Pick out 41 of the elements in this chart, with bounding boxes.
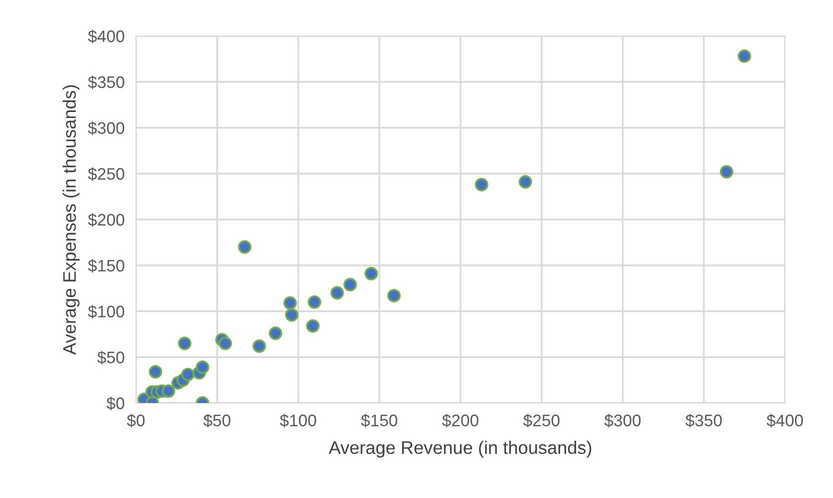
x-tick-label: $350	[686, 414, 722, 428]
x-tick-label: $50	[203, 414, 230, 428]
x-tick-label: $150	[361, 414, 398, 428]
x-tick-label: $400	[766, 414, 803, 428]
point	[518, 175, 532, 189]
x-tick-label: $100	[280, 414, 316, 428]
y-tick-label: $50	[97, 350, 124, 364]
y-tick-label: $150	[88, 259, 124, 273]
point	[720, 165, 734, 179]
x-axis-title: Average Revenue (in thousands)	[328, 440, 592, 458]
x-tick-label: $0	[126, 414, 145, 428]
y-tick-label: $350	[88, 76, 124, 90]
point	[162, 384, 176, 398]
point	[238, 240, 252, 254]
point	[178, 336, 192, 350]
point	[343, 278, 357, 292]
x-tick-label: $200	[442, 414, 478, 428]
point	[268, 326, 282, 340]
point	[283, 296, 297, 310]
y-tick-label: $250	[88, 167, 124, 181]
point	[196, 360, 210, 374]
point	[474, 178, 488, 192]
point	[364, 266, 378, 280]
point	[387, 288, 401, 302]
x-tick-label: $300	[604, 414, 641, 428]
point	[285, 308, 298, 322]
y-tick-label: $100	[88, 304, 124, 318]
point	[252, 339, 266, 353]
y-tick-label: $300	[88, 121, 124, 135]
y-axis-title: Average Expenses (in thousands)	[62, 85, 80, 355]
point	[330, 286, 344, 300]
y-tick-label: $0	[106, 396, 124, 410]
x-tick-label: $250	[523, 414, 560, 428]
point	[181, 368, 195, 382]
point	[306, 319, 320, 333]
point	[308, 295, 322, 309]
point	[738, 49, 752, 63]
point	[218, 336, 232, 350]
y-tick-label: $200	[88, 213, 124, 227]
point	[148, 365, 162, 379]
y-tick-label: $400	[88, 30, 124, 44]
